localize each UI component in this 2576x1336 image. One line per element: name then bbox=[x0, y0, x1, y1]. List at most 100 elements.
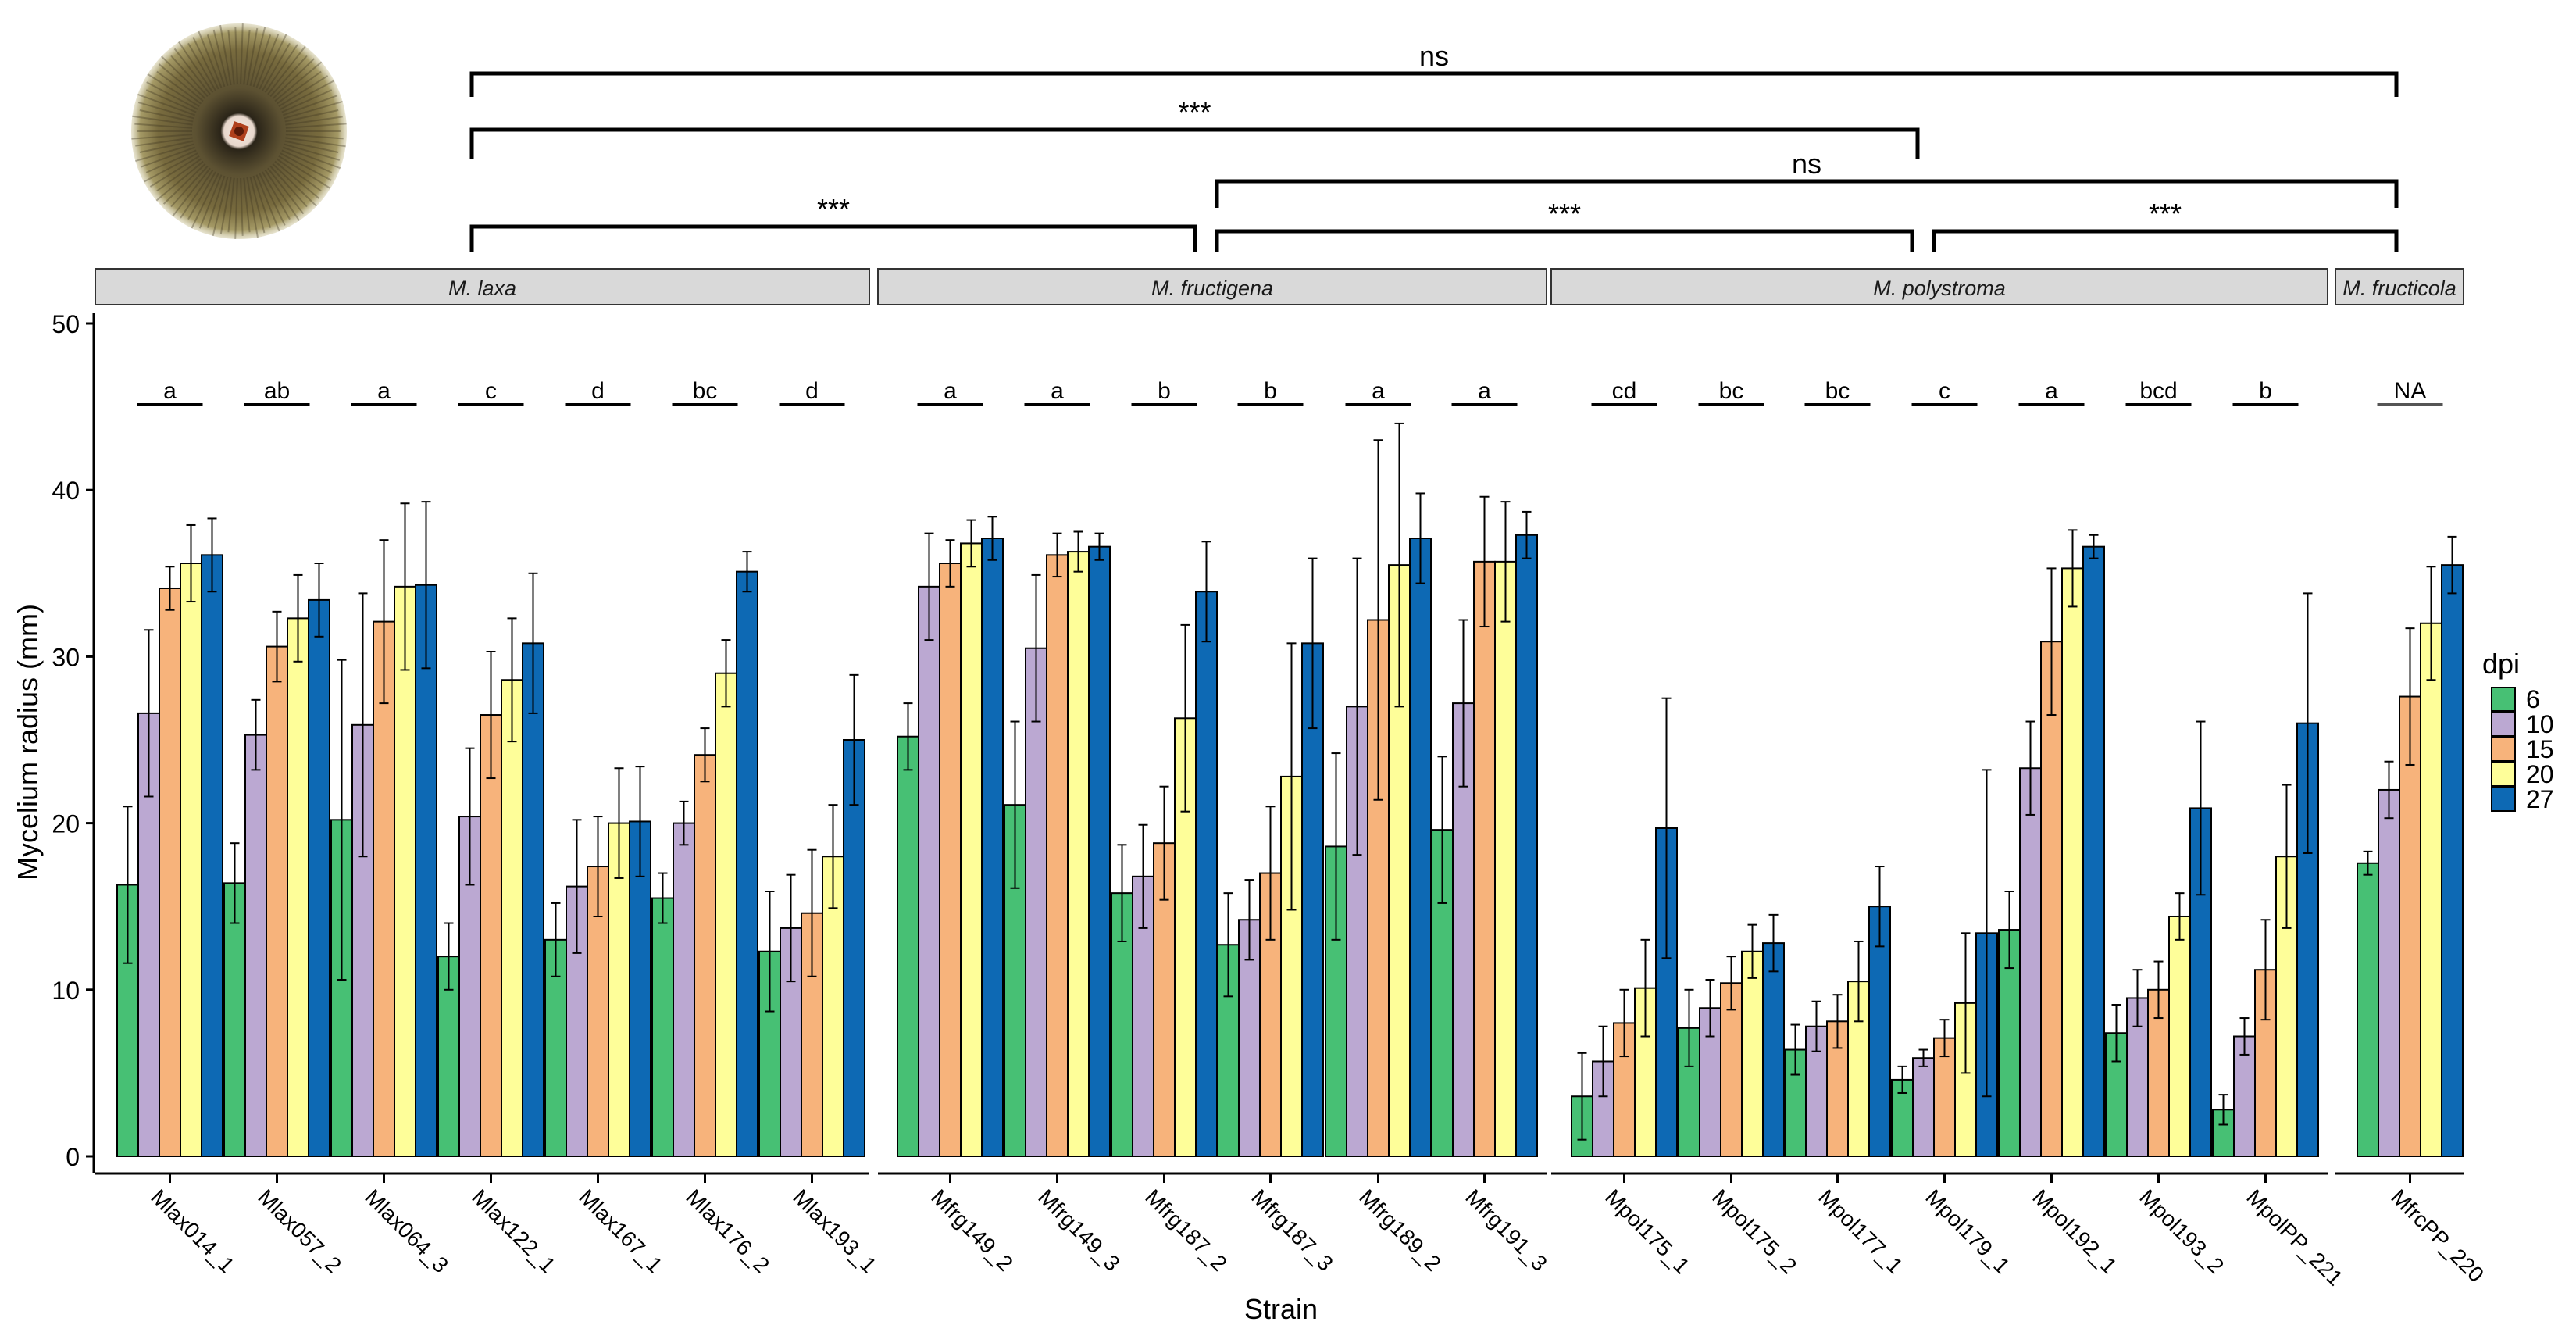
strain-group: c Mlax122_1 bbox=[437, 378, 560, 1277]
x-tick-label: Mpol175_2 bbox=[1707, 1184, 1801, 1278]
strain-group: bc Mlax176_2 bbox=[651, 378, 774, 1277]
bar bbox=[308, 598, 330, 1157]
facet-strip bbox=[95, 268, 870, 305]
bracket-line bbox=[1215, 179, 2399, 208]
strain-group: a Mpol192_1 bbox=[1998, 378, 2121, 1278]
y-tick-label: 50 bbox=[52, 310, 80, 338]
facet-strip bbox=[1550, 268, 2328, 305]
significance-letter: c bbox=[1939, 378, 1950, 404]
significance-bracket: *** bbox=[469, 96, 1920, 159]
strain-group: bc Mpol175_2 bbox=[1678, 378, 1801, 1278]
x-tick-label: Mpol179_1 bbox=[1921, 1184, 2014, 1278]
bar bbox=[1153, 842, 1176, 1157]
bar bbox=[415, 584, 437, 1157]
bar bbox=[1762, 942, 1785, 1157]
bracket-line bbox=[1215, 229, 1914, 252]
significance-letter: b bbox=[2259, 378, 2272, 404]
bar bbox=[2019, 767, 2042, 1158]
x-tick-label: Mlax167_1 bbox=[574, 1184, 667, 1277]
significance-bracket: *** bbox=[469, 193, 1197, 252]
bar bbox=[223, 882, 246, 1158]
significance-letter: b bbox=[1264, 378, 1277, 404]
bar bbox=[2061, 567, 2084, 1157]
bar bbox=[159, 587, 181, 1157]
bar bbox=[2168, 915, 2191, 1157]
significance-letter: cd bbox=[1612, 378, 1637, 404]
y-tick-label: 30 bbox=[52, 643, 80, 671]
significance-letter: a bbox=[1051, 378, 1064, 404]
significance-letter: c bbox=[485, 378, 497, 404]
significance-letter: a bbox=[163, 378, 177, 404]
x-tick-label: MpolPP_221 bbox=[2242, 1184, 2347, 1290]
bar bbox=[394, 585, 416, 1157]
x-tick-label: Mfrg191_3 bbox=[1461, 1184, 1552, 1276]
significance-letter: bcd bbox=[2139, 378, 2177, 404]
bar bbox=[1195, 591, 1218, 1157]
bar bbox=[736, 570, 758, 1157]
bar bbox=[266, 645, 288, 1157]
bar bbox=[629, 820, 651, 1158]
strain-group: a Mlax064_3 bbox=[330, 378, 453, 1277]
y-axis: 0 10 20 30 40 50 bbox=[52, 310, 95, 1173]
y-tick-label: 0 bbox=[66, 1143, 80, 1171]
legend-swatch bbox=[2491, 737, 2516, 762]
bar bbox=[501, 679, 523, 1157]
bar bbox=[960, 542, 983, 1157]
x-tick-label: Mpol192_1 bbox=[2028, 1184, 2121, 1278]
bar bbox=[180, 563, 202, 1157]
x-tick-label: Mpol175_1 bbox=[1600, 1184, 1694, 1278]
strain-group: a Mfrg191_3 bbox=[1431, 378, 1552, 1276]
bracket-line bbox=[1932, 229, 2399, 252]
x-axis-title: Strain bbox=[1244, 1293, 1318, 1325]
significance-letter: bc bbox=[693, 378, 718, 404]
bar bbox=[480, 714, 502, 1157]
bar bbox=[843, 739, 865, 1157]
bracket-label: *** bbox=[1178, 96, 1211, 128]
bar bbox=[897, 735, 919, 1157]
bracket-label: *** bbox=[1548, 198, 1581, 230]
x-tick-label: MfrcPP_220 bbox=[2386, 1184, 2489, 1287]
bar bbox=[2040, 641, 2063, 1157]
strain-group: ab Mlax057_2 bbox=[223, 378, 346, 1277]
bar bbox=[1515, 534, 1538, 1157]
bar bbox=[1494, 560, 1517, 1157]
strain-group: b Mfrg187_2 bbox=[1111, 378, 1232, 1276]
bar bbox=[2441, 564, 2464, 1157]
bracket-label: ns bbox=[1419, 40, 1449, 72]
significance-letter: d bbox=[591, 378, 605, 404]
legend-swatch bbox=[2491, 687, 2516, 712]
significance-bracket: *** bbox=[1215, 198, 1914, 252]
legend-swatch bbox=[2491, 712, 2516, 737]
bar bbox=[981, 538, 1004, 1157]
bar bbox=[2082, 545, 2105, 1157]
x-tick-label: Mfrg149_2 bbox=[926, 1184, 1018, 1276]
legend-label: 10 bbox=[2526, 710, 2554, 738]
bar bbox=[1259, 872, 1282, 1158]
significance-letter: bc bbox=[1719, 378, 1744, 404]
bar bbox=[1067, 551, 1090, 1157]
bar bbox=[1088, 545, 1111, 1157]
bar bbox=[1473, 560, 1496, 1157]
bracket-line bbox=[469, 127, 1920, 159]
strain-group: NA MfrcPP_220 bbox=[2357, 378, 2489, 1287]
facet-panel: NA MfrcPP_220 bbox=[2357, 378, 2489, 1287]
strain-group: a Mfrg189_2 bbox=[1325, 378, 1446, 1276]
bar bbox=[2378, 788, 2400, 1158]
strain-group: cd Mpol175_1 bbox=[1571, 378, 1694, 1278]
significance-letter: a bbox=[1478, 378, 1491, 404]
x-tick-label: Mfrg187_3 bbox=[1247, 1184, 1338, 1276]
significance-bracket: ns bbox=[1215, 148, 2399, 208]
legend-label: 15 bbox=[2526, 735, 2554, 763]
x-tick-label: Mpol177_1 bbox=[1814, 1184, 1907, 1278]
bar bbox=[1409, 538, 1432, 1157]
x-tick-label: Mlax014_1 bbox=[146, 1184, 239, 1277]
bracket-line bbox=[469, 224, 1197, 252]
facet-strip bbox=[2335, 268, 2464, 305]
bar bbox=[715, 672, 737, 1157]
bar bbox=[2420, 622, 2442, 1157]
significance-letter: a bbox=[2045, 378, 2058, 404]
facet-label: M. fructicola bbox=[2342, 277, 2456, 300]
x-tick-label: Mlax064_3 bbox=[360, 1184, 453, 1277]
